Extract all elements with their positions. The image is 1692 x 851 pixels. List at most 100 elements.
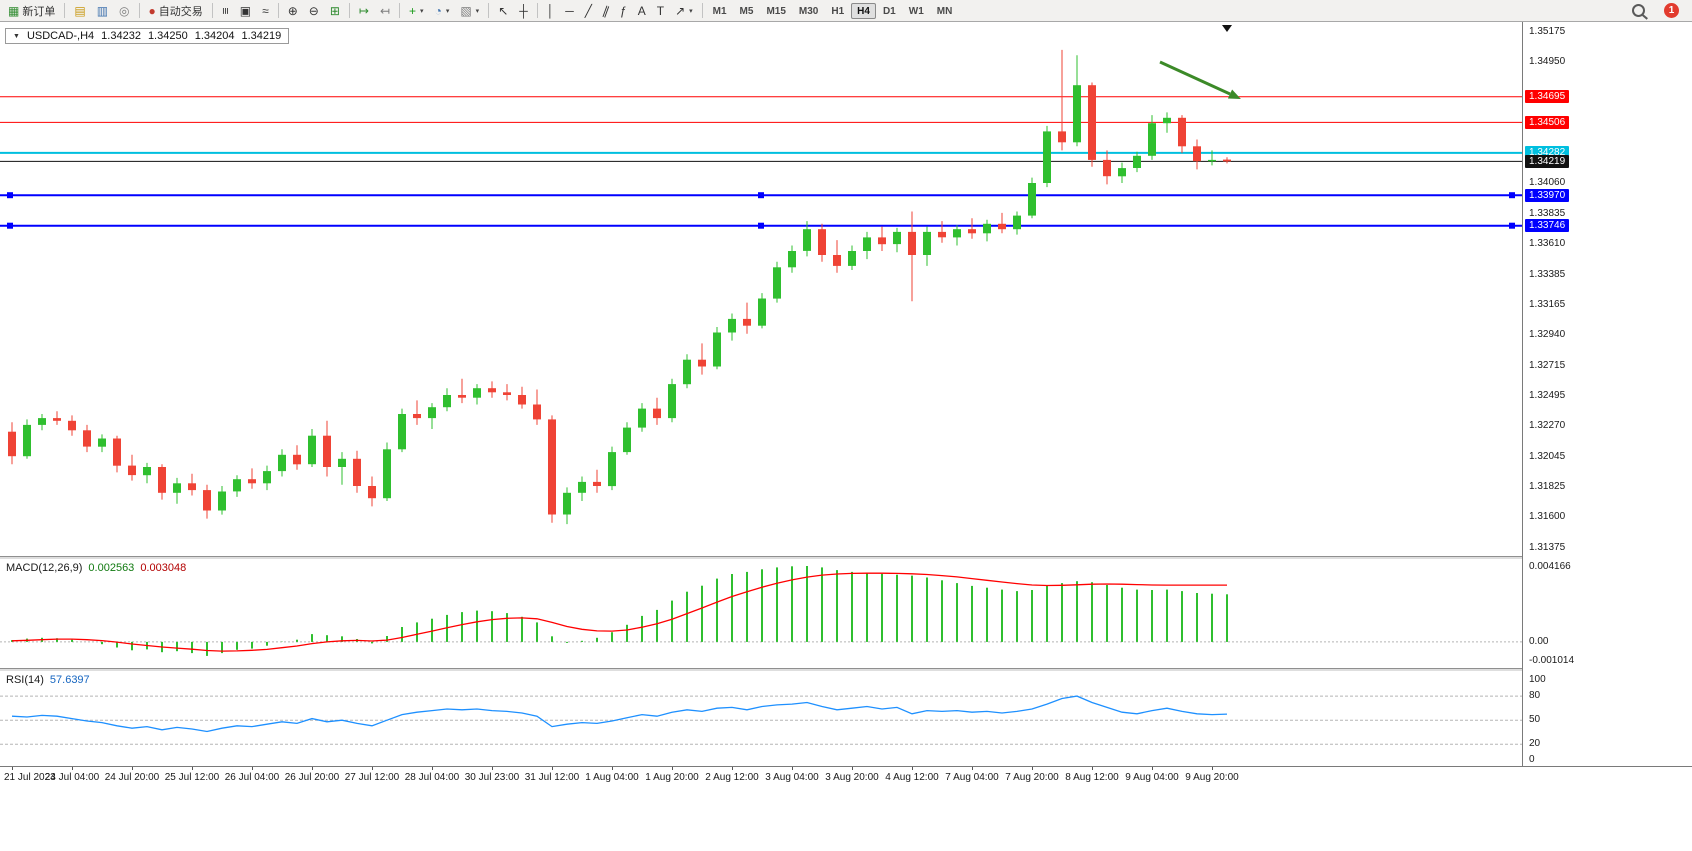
- price-tick-label: 1.32940: [1529, 329, 1566, 340]
- horizontal-line-button[interactable]: ─: [560, 2, 579, 20]
- channel-button[interactable]: ∥: [598, 2, 614, 20]
- timeframe-H4[interactable]: H4: [851, 2, 876, 19]
- candle: [713, 327, 721, 370]
- candle: [743, 302, 751, 334]
- periods-button[interactable]: ◔ ▾: [430, 2, 455, 20]
- data-window-button[interactable]: ▥: [92, 2, 113, 20]
- candle: [503, 384, 511, 401]
- vertical-line-button[interactable]: │: [542, 2, 560, 20]
- panel-separator[interactable]: [0, 556, 1692, 560]
- price-tick-label: 1.31825: [1529, 481, 1566, 492]
- timeframe-M5[interactable]: M5: [734, 3, 760, 19]
- time-tick: [1212, 767, 1213, 770]
- time-tick-label: 26 Jul 04:00: [224, 772, 280, 783]
- chart-candles-button[interactable]: ▣: [235, 2, 256, 20]
- arrows-button[interactable]: ↗ ▾: [670, 2, 698, 20]
- candle: [563, 487, 571, 525]
- candle: [848, 245, 856, 270]
- candle: [293, 445, 301, 470]
- candle: [728, 313, 736, 341]
- auto-scroll-button[interactable]: ↦: [354, 2, 374, 20]
- time-tick-label: 27 Jul 12:00: [344, 772, 400, 783]
- channel-icon: ∥: [600, 2, 612, 19]
- chart-menu-caret-icon[interactable]: ▼: [13, 32, 20, 40]
- price-tick-label: 1.31375: [1529, 542, 1566, 553]
- price-chart-canvas[interactable]: [0, 22, 1522, 556]
- time-tick-label: 26 Jul 20:00: [284, 772, 340, 783]
- candle: [353, 450, 361, 493]
- text-button[interactable]: A: [633, 2, 651, 20]
- toolbar-separator: [64, 3, 66, 18]
- candle: [113, 435, 121, 473]
- timeframe-W1[interactable]: W1: [903, 3, 930, 19]
- timeframe-M15[interactable]: M15: [760, 3, 791, 19]
- indicators-icon: +: [409, 3, 417, 18]
- timeframe-M30[interactable]: M30: [793, 3, 824, 19]
- candle: [383, 442, 391, 501]
- macd-tick-label: 0.00: [1529, 636, 1549, 647]
- time-axis[interactable]: 21 Jul 2023 24 Jul 04:00 24 Jul 20:00 25 Ju…: [0, 766, 1692, 788]
- toolbar-separator: [277, 3, 279, 18]
- line-handle[interactable]: [7, 192, 13, 199]
- indicators-button[interactable]: + ▾: [404, 2, 429, 20]
- tile-windows-button[interactable]: ⊞: [325, 2, 345, 20]
- timeframe-H1[interactable]: H1: [825, 3, 850, 19]
- candle: [473, 384, 481, 405]
- line-handle[interactable]: [1509, 192, 1515, 199]
- line-handle[interactable]: [1509, 222, 1515, 229]
- search-icon: [1632, 4, 1645, 17]
- periods-icon: ◔: [434, 3, 442, 18]
- templates-button[interactable]: ▧ ▾: [455, 2, 484, 20]
- timeframe-M1[interactable]: M1: [707, 3, 733, 19]
- line-handle[interactable]: [7, 222, 13, 229]
- candle: [623, 422, 631, 455]
- candles-layer: [8, 49, 1231, 525]
- rsi-panel[interactable]: [0, 672, 1522, 766]
- navigator-button[interactable]: ◎: [114, 2, 134, 20]
- chart-bars-button[interactable]: ≡: [217, 2, 234, 20]
- candle: [68, 415, 76, 436]
- dropdown-caret-icon: ▾: [420, 7, 424, 15]
- zoom-in-button[interactable]: ⊕: [283, 2, 303, 20]
- chart-line-button[interactable]: ≈: [257, 2, 274, 20]
- trendline-button[interactable]: ╱: [580, 2, 597, 20]
- market-watch-button[interactable]: ▤: [69, 2, 90, 20]
- timeframe-MN[interactable]: MN: [931, 3, 959, 19]
- fibonacci-button[interactable]: ƒ: [615, 2, 632, 20]
- candle: [173, 477, 181, 504]
- time-tick-label: 3 Aug 20:00: [825, 772, 879, 783]
- text-label-icon: T: [656, 3, 665, 18]
- candle: [923, 226, 931, 266]
- line-handle[interactable]: [758, 222, 764, 229]
- time-tick-label: 21 Jul 2023: [4, 772, 56, 783]
- panel-separator[interactable]: [0, 668, 1692, 672]
- new-order-label: 新订单: [22, 5, 56, 18]
- new-order-button[interactable]: ▦ 新订单: [3, 2, 60, 20]
- cursor-button[interactable]: ↖: [493, 2, 513, 20]
- navigator-icon: ◎: [119, 3, 130, 18]
- line-handle[interactable]: [758, 192, 764, 199]
- macd-panel[interactable]: [0, 560, 1522, 668]
- search-button[interactable]: [1627, 2, 1650, 20]
- candle: [188, 473, 196, 496]
- chart-shift-button[interactable]: ↤: [375, 2, 395, 20]
- timeframe-D1[interactable]: D1: [877, 3, 902, 19]
- candle: [1133, 151, 1141, 173]
- price-tick-label: 1.31600: [1529, 511, 1566, 522]
- rsi-tick-label: 50: [1529, 714, 1541, 725]
- crosshair-button[interactable]: ┼: [514, 2, 533, 20]
- candle: [203, 484, 211, 519]
- toolbar-separator: [211, 3, 213, 18]
- rsi-line: [11, 695, 1228, 733]
- zoom-out-button[interactable]: ⊖: [304, 2, 324, 20]
- candle: [338, 452, 346, 485]
- notification-badge[interactable]: 1: [1664, 3, 1679, 18]
- arrow-annotation[interactable]: [1159, 60, 1241, 99]
- macd-value-signal: 0.003048: [140, 562, 187, 574]
- text-label-button[interactable]: T: [652, 2, 669, 20]
- price-axis[interactable]: 1.35175 1.34950 1.34060 1.33835 1.33610 1.333…: [1522, 22, 1692, 788]
- autotrading-button[interactable]: ● 自动交易: [144, 2, 208, 20]
- time-tick-label: 3 Aug 04:00: [765, 772, 819, 783]
- candle: [518, 386, 526, 409]
- line-price-label: 1.33746: [1525, 219, 1570, 232]
